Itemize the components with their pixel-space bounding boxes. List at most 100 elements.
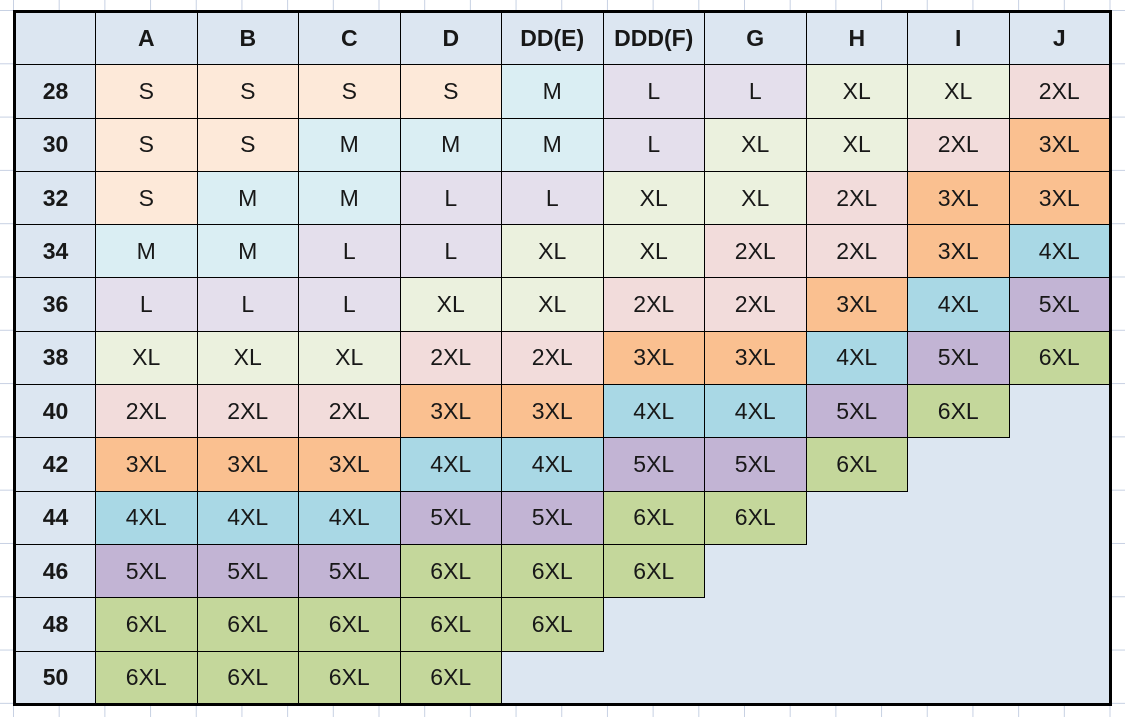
header-row: A B C D DD(E) DDD(F) G H I J [14, 10, 1111, 66]
size-cell-40-dde: 3XL [501, 384, 604, 439]
size-cell-28-i: XL [907, 64, 1010, 119]
size-cell-36-j: 5XL [1008, 277, 1111, 332]
row-header-48: 48 [14, 597, 96, 652]
empty-cell [908, 651, 1010, 704]
column-header-dde: DD(E) [501, 10, 604, 66]
size-cell-40-c: 2XL [298, 384, 401, 439]
size-cell-32-g: XL [704, 170, 807, 226]
column-header-a: A [95, 10, 198, 66]
empty-cell [908, 544, 1010, 597]
size-cell-40-a: 2XL [95, 384, 198, 439]
size-cell-34-c: L [298, 224, 401, 279]
row-header-44: 44 [14, 490, 96, 545]
size-cell-40-i: 6XL [907, 384, 1010, 439]
size-cell-36-g: 2XL [704, 277, 807, 332]
table-row-band-46: 46 5XL 5XL 5XL 6XL 6XL 6XL [14, 543, 1111, 599]
size-cell-36-b: L [196, 277, 299, 332]
size-cell-42-a: 3XL [95, 437, 198, 492]
size-cell-30-d: M [399, 117, 502, 172]
column-header-j: J [1008, 10, 1111, 66]
size-cell-28-j: 2XL [1008, 64, 1111, 119]
size-cell-48-d: 6XL [399, 597, 502, 652]
size-cell-30-b: S [196, 117, 299, 172]
empty-cell [1009, 385, 1111, 438]
size-cell-44-c: 4XL [298, 490, 401, 545]
table-row-band-34: 34 M M L L XL XL 2XL 2XL 3XL 4XL [14, 224, 1111, 279]
size-cell-38-dddf: 3XL [602, 330, 705, 386]
size-cell-38-j: 6XL [1008, 330, 1111, 386]
size-cell-30-c: M [298, 117, 401, 172]
row-header-50: 50 [14, 650, 96, 705]
empty-cell [705, 544, 807, 597]
size-cell-32-dddf: XL [602, 170, 705, 226]
table-row-band-42: 42 3XL 3XL 3XL 4XL 4XL 5XL 5XL 6XL [14, 437, 1111, 492]
size-cell-38-h: 4XL [805, 330, 908, 386]
size-cell-32-d: L [399, 170, 502, 226]
table-row-band-36: 36 L L L XL XL 2XL 2XL 3XL 4XL 5XL [14, 277, 1111, 332]
column-header-c: C [298, 10, 401, 66]
size-cell-28-dde: M [501, 64, 604, 119]
size-cell-32-i: 3XL [907, 170, 1010, 226]
size-chart-body: 28 S S S S M L L XL XL 2XL 30 S S M M M L XL XL 2XL 3XL 32 S M M L… [14, 64, 1111, 705]
row-header-40: 40 [14, 384, 96, 439]
size-cell-38-a: XL [95, 330, 198, 386]
size-cell-44-g: 6XL [704, 490, 807, 545]
size-cell-34-j: 4XL [1008, 224, 1111, 279]
empty-cell [908, 491, 1010, 544]
size-cell-42-h: 6XL [805, 437, 908, 492]
table-row-band-28: 28 S S S S M L L XL XL 2XL [14, 64, 1111, 119]
empty-cell [1009, 544, 1111, 597]
size-cell-32-a: S [95, 170, 198, 226]
size-cell-38-i: 5XL [907, 330, 1010, 386]
table-row-band-44: 44 4XL 4XL 4XL 5XL 5XL 6XL 6XL [14, 490, 1111, 545]
empty-cell [502, 651, 604, 704]
size-cell-32-h: 2XL [805, 170, 908, 226]
size-cell-34-b: M [196, 224, 299, 279]
size-cell-38-b: XL [196, 330, 299, 386]
size-cell-28-b: S [196, 64, 299, 119]
size-cell-50-c: 6XL [298, 650, 401, 705]
size-cell-32-dde: L [501, 170, 604, 226]
table-row-band-30: 30 S S M M M L XL XL 2XL 3XL [14, 117, 1111, 172]
size-cell-42-c: 3XL [298, 437, 401, 492]
size-cell-30-h: XL [805, 117, 908, 172]
size-cell-30-i: 2XL [907, 117, 1010, 172]
size-cell-42-dddf: 5XL [602, 437, 705, 492]
empty-cell [1009, 491, 1111, 544]
row-header-42: 42 [14, 437, 96, 492]
size-cell-36-a: L [95, 277, 198, 332]
size-cell-42-d: 4XL [399, 437, 502, 492]
size-cell-30-a: S [95, 117, 198, 172]
size-cell-34-dddf: XL [602, 224, 705, 279]
size-cell-30-g: XL [704, 117, 807, 172]
size-cell-30-dddf: L [602, 117, 705, 172]
size-cell-48-c: 6XL [298, 597, 401, 652]
column-header-i: I [907, 10, 1010, 66]
size-cell-28-h: XL [805, 64, 908, 119]
row-header-28: 28 [14, 64, 96, 119]
size-cell-40-g: 4XL [704, 384, 807, 439]
size-cell-50-d: 6XL [399, 650, 502, 705]
size-cell-28-a: S [95, 64, 198, 119]
empty-cell [603, 598, 705, 651]
size-cell-36-dde: XL [501, 277, 604, 332]
size-cell-38-dde: 2XL [501, 330, 604, 386]
size-cell-42-b: 3XL [196, 437, 299, 492]
size-cell-46-a: 5XL [95, 543, 198, 599]
size-cell-34-d: L [399, 224, 502, 279]
size-cell-34-i: 3XL [907, 224, 1010, 279]
row-header-32: 32 [14, 170, 96, 226]
size-cell-42-dde: 4XL [501, 437, 604, 492]
size-cell-36-dddf: 2XL [602, 277, 705, 332]
column-header-dddf: DDD(F) [602, 10, 705, 66]
size-cell-48-dde: 6XL [501, 597, 604, 652]
size-cell-46-dde: 6XL [501, 543, 604, 599]
size-chart-table: A B C D DD(E) DDD(F) G H I J 28 S S S S M L L XL XL 2XL 30 S S… [13, 10, 1112, 706]
size-cell-40-dddf: 4XL [602, 384, 705, 439]
column-header-h: H [805, 10, 908, 66]
size-cell-28-dddf: L [602, 64, 705, 119]
size-cell-28-c: S [298, 64, 401, 119]
size-cell-46-b: 5XL [196, 543, 299, 599]
size-cell-34-h: 2XL [805, 224, 908, 279]
